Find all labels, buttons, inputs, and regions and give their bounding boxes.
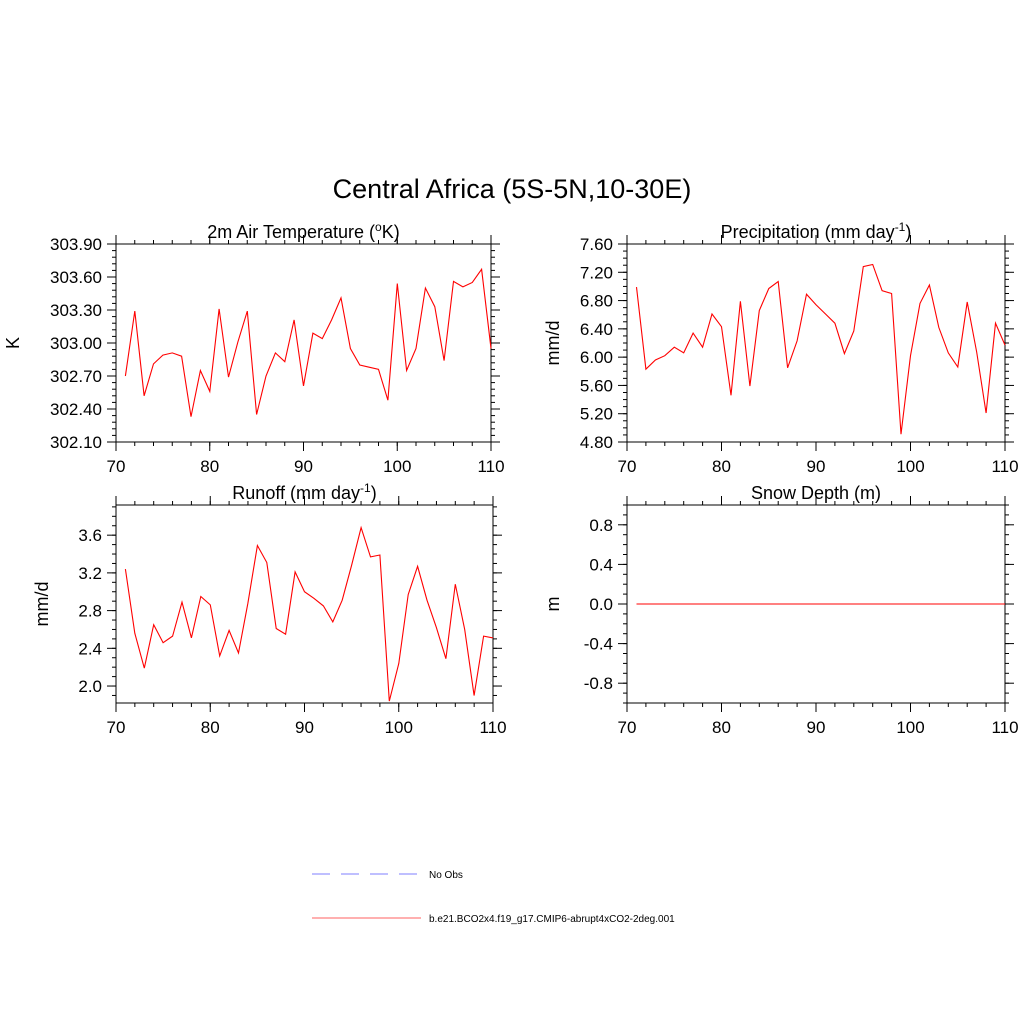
y-tick-label: 6.40 — [580, 320, 613, 339]
panel-title: 2m Air Temperature (oK) — [207, 220, 399, 242]
x-tick-label: 90 — [807, 718, 826, 737]
x-tick-label: 70 — [618, 718, 637, 737]
y-tick-label: 0.4 — [589, 555, 613, 574]
series-line-1 — [635, 263, 1006, 435]
plot-frame — [626, 243, 1006, 443]
y-tick-label: 6.80 — [580, 292, 613, 311]
plot-frame — [115, 504, 494, 704]
x-tick-label: 70 — [107, 457, 126, 476]
legend: No Obs b.e21.BCO2x4.f19_g17.CMIP6-abrupt4… — [312, 870, 675, 925]
x-tick-label: 110 — [477, 457, 504, 476]
legend-label: No Obs — [429, 870, 463, 881]
y-axis-label: m — [543, 597, 563, 612]
y-tick-label: 2.0 — [78, 677, 102, 696]
y-tick-label: 2.4 — [78, 639, 102, 658]
y-axis-label: mm/d — [32, 582, 52, 627]
x-tick-label: 70 — [618, 457, 637, 476]
x-tick-label: 100 — [383, 457, 411, 476]
y-tick-label: 7.60 — [580, 235, 613, 254]
x-tick-label: 80 — [712, 457, 731, 476]
legend-label: b.e21.BCO2x4.f19_g17.CMIP6-abrupt4xCO2-2… — [429, 914, 675, 925]
chart-panel-2: 70 80 90 100 110 4.80 5.20 5.60 6.00 6.40 6.80 7.20… — [543, 220, 1019, 476]
x-tick-label: 80 — [712, 718, 731, 737]
y-axis-label: mm/d — [543, 321, 563, 366]
chart-panel-4: 70 80 90 100 110 -0.8 -0.4 0.0 0.4 0.8 m Snow Depth… — [543, 483, 1019, 737]
panel-title: Snow Depth (m) — [751, 483, 881, 503]
y-tick-label: -0.8 — [584, 674, 613, 693]
x-tick-label: 100 — [896, 457, 924, 476]
y-tick-label: 302.10 — [50, 433, 102, 452]
y-tick-label: 0.0 — [589, 595, 613, 614]
x-tick-label: 100 — [385, 718, 413, 737]
x-tick-label: 90 — [294, 457, 313, 476]
y-tick-label: 6.00 — [580, 348, 613, 367]
plot-frame — [115, 243, 492, 443]
x-tick-label: 100 — [896, 718, 924, 737]
x-tick-label: 70 — [107, 718, 126, 737]
series-line-1 — [124, 525, 494, 702]
panel-title: Precipitation (mm day-1) — [721, 220, 912, 242]
x-tick-label: 80 — [200, 457, 219, 476]
legend-item-2: b.e21.BCO2x4.f19_g17.CMIP6-abrupt4xCO2-2… — [312, 914, 675, 925]
y-tick-label: 302.40 — [50, 400, 102, 419]
y-tick-label: 0.8 — [589, 516, 613, 535]
y-tick-label: 303.00 — [50, 334, 102, 353]
y-tick-label: 3.6 — [78, 526, 102, 545]
y-tick-label: 7.20 — [580, 263, 613, 282]
y-tick-label: -0.4 — [584, 635, 613, 654]
y-tick-label: 4.80 — [580, 433, 613, 452]
y-axis-label: K — [3, 337, 23, 349]
panels-group: 70 80 90 100 110 302.10 302.40 302.70 303.00 303.… — [3, 220, 1019, 737]
panel-title: Runoff (mm day-1) — [232, 481, 376, 503]
series-line-1 — [124, 267, 492, 417]
chart-panel-3: 70 80 90 100 110 2.0 2.4 2.8 3.2 3.6 mm/d Runoff (m… — [32, 481, 507, 737]
x-tick-label: 90 — [807, 457, 826, 476]
y-tick-label: 5.20 — [580, 405, 613, 424]
y-tick-label: 5.60 — [580, 376, 613, 395]
chart-panel-1: 70 80 90 100 110 302.10 302.40 302.70 303.00 303.… — [3, 220, 505, 476]
x-tick-label: 110 — [479, 718, 506, 737]
y-tick-label: 302.70 — [50, 367, 102, 386]
y-tick-label: 303.60 — [50, 268, 102, 287]
legend-item-1: No Obs — [312, 870, 463, 881]
x-tick-label: 80 — [201, 718, 220, 737]
y-tick-label: 303.90 — [50, 235, 102, 254]
y-tick-label: 303.30 — [50, 301, 102, 320]
x-tick-label: 110 — [991, 457, 1018, 476]
y-tick-label: 3.2 — [78, 564, 102, 583]
x-tick-label: 90 — [295, 718, 314, 737]
figure-title: Central Africa (5S-5N,10-30E) — [333, 174, 692, 204]
y-tick-label: 2.8 — [78, 602, 102, 621]
x-tick-label: 110 — [991, 718, 1018, 737]
